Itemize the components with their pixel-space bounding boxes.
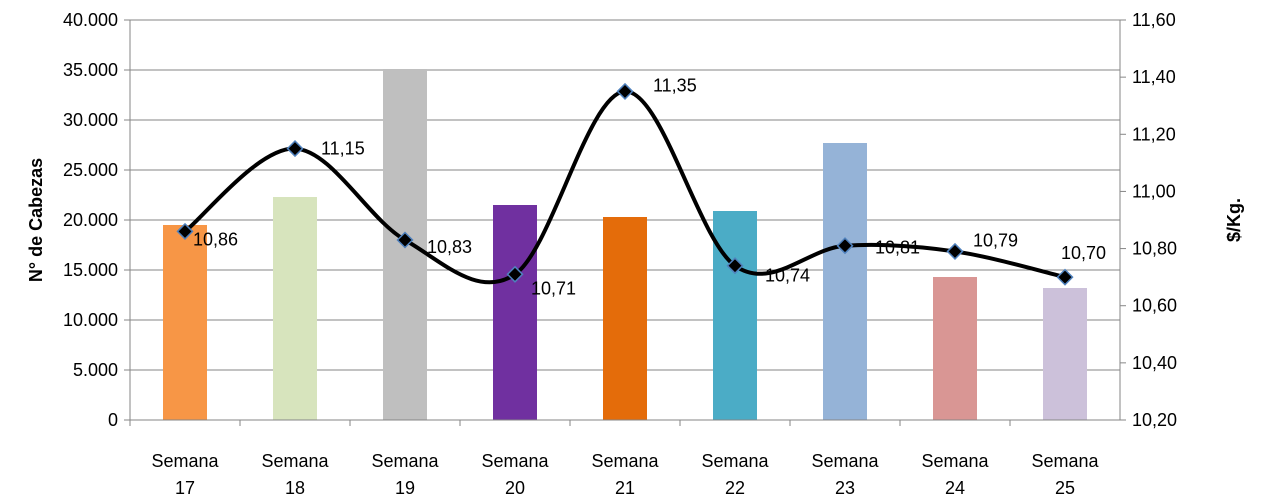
y-tick-label: 10.000: [63, 310, 118, 330]
y-axis-title: N° de Cabezas: [26, 158, 46, 282]
y2-tick-label: 11,40: [1132, 67, 1176, 87]
price-data-label: 10,74: [765, 266, 810, 286]
price-data-label: 10,70: [1061, 243, 1106, 263]
price-marker: [946, 242, 964, 260]
y-tick-label: 40.000: [63, 10, 118, 30]
y-tick-label: 0: [108, 410, 118, 430]
bars: [163, 69, 1087, 420]
price-data-label: 10,83: [427, 237, 472, 257]
x-tick-label: Semana 19: [371, 451, 439, 498]
bar: [163, 225, 207, 420]
price-line: [183, 89, 1066, 285]
x-tick-label: Semana 18: [261, 451, 329, 498]
price-marker: [616, 82, 634, 100]
bar: [273, 197, 317, 420]
y2-tick-label: 10,40: [1132, 353, 1177, 373]
x-tick-label: Semana 21: [591, 451, 659, 498]
y-tick-label: 25.000: [63, 160, 118, 180]
price-data-label: 10,79: [973, 230, 1018, 250]
bar: [1043, 288, 1087, 420]
price-data-label: 10,71: [531, 278, 576, 298]
y-tick-label: 5.000: [73, 360, 118, 380]
bar: [823, 143, 867, 420]
price-marker: [726, 257, 744, 275]
right-axis-ticks: 10,20 10,40 10,60 10,80 11,00 11,20 11,40 11,60: [1120, 10, 1177, 430]
price-data-labels: 10,86 11,15 10,83 10,71 11,35 10,74 10,81 10,79…: [193, 75, 1106, 298]
y-tick-label: 30.000: [63, 110, 118, 130]
price-marker: [396, 231, 414, 249]
price-data-label: 10,86: [193, 229, 238, 249]
bar: [933, 277, 977, 420]
price-marker: [836, 237, 854, 255]
y2-tick-label: 11,20: [1132, 124, 1176, 144]
y2-tick-label: 10,20: [1132, 410, 1177, 430]
price-data-label: 11,15: [321, 139, 365, 159]
x-tick-label: Semana 23: [811, 451, 879, 498]
y2-axis-title: $/Kg.: [1224, 198, 1244, 242]
y2-tick-label: 11,60: [1132, 10, 1176, 30]
y-tick-label: 35.000: [63, 60, 118, 80]
price-marker: [1056, 268, 1074, 286]
price-data-label: 10,81: [875, 238, 920, 258]
price-marker: [176, 222, 194, 240]
y2-tick-label: 10,80: [1132, 239, 1177, 259]
y2-tick-label: 11,00: [1132, 181, 1176, 201]
x-tick-label: Semana 20: [481, 451, 549, 498]
x-axis-ticks: Semana 17 Semana 18 Semana 19 Semana 20 Semana 21…: [129, 420, 1100, 498]
x-tick-label: Semana 17: [151, 451, 219, 498]
y-tick-label: 15.000: [63, 260, 118, 280]
x-tick-label: Semana 25: [1031, 451, 1099, 498]
y-tick-label: 20.000: [63, 210, 118, 230]
x-tick-label: Semana 24: [921, 451, 989, 498]
price-marker: [286, 140, 304, 158]
y2-tick-label: 10,60: [1132, 296, 1177, 316]
bar: [493, 205, 537, 420]
left-axis-ticks: 0 5.000 10.000 15.000 20.000 25.000 30.000 35.0…: [63, 10, 130, 430]
price-data-label: 11,35: [653, 75, 697, 95]
bar: [603, 217, 647, 420]
bar: [713, 211, 757, 420]
x-tick-label: Semana 22: [701, 451, 769, 498]
price-markers: [176, 82, 1074, 286]
price-marker: [506, 265, 524, 283]
